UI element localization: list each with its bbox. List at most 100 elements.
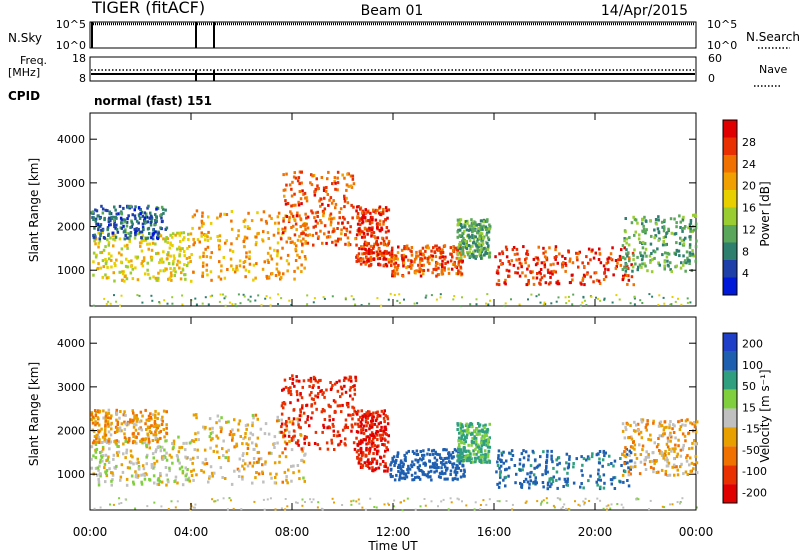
echo-cell	[363, 235, 366, 239]
echo-cell	[365, 249, 368, 253]
echo-cell	[311, 385, 314, 389]
echo-cell	[497, 279, 501, 283]
echo-cell	[380, 409, 384, 413]
echo-cell	[172, 268, 175, 272]
echo-cell	[376, 414, 379, 418]
echo-cell	[479, 504, 482, 506]
colorbar-swatch	[723, 351, 737, 371]
echo-cell	[395, 268, 399, 272]
echo-cell	[181, 247, 184, 251]
echo-cell	[171, 232, 175, 236]
echo-cell	[155, 428, 158, 432]
echo-cell	[368, 450, 371, 454]
echo-cell	[654, 234, 657, 238]
echo-cell	[401, 256, 404, 260]
echo-cell	[531, 270, 534, 274]
echo-cell	[300, 232, 303, 236]
echo-cell	[552, 475, 555, 479]
echo-cell	[687, 431, 691, 435]
echo-cell	[447, 508, 450, 511]
echo-cell	[278, 430, 282, 434]
echo-cell	[318, 199, 321, 203]
echo-cell	[103, 466, 106, 470]
echo-cell	[137, 474, 140, 478]
echo-cell	[546, 501, 549, 504]
echo-cell	[133, 227, 136, 231]
echo-cell	[252, 461, 256, 465]
echo-cell	[290, 204, 293, 208]
echo-cell	[692, 254, 695, 258]
echo-cell	[694, 226, 698, 230]
echo-cell	[94, 443, 98, 446]
echo-cell	[308, 424, 311, 428]
echo-cell	[673, 465, 676, 469]
echo-cell	[359, 256, 362, 260]
echo-cell	[314, 211, 318, 215]
echo-cell	[366, 232, 369, 236]
echo-cell	[602, 278, 606, 281]
echo-cell	[483, 440, 486, 444]
echo-cell	[486, 236, 490, 240]
echo-cell	[362, 231, 366, 235]
echo-cell	[367, 219, 370, 222]
echo-cell	[154, 438, 158, 441]
echo-cell	[158, 301, 161, 303]
echo-cell	[158, 261, 161, 265]
echo-cell	[364, 262, 367, 266]
echo-cell	[283, 440, 287, 444]
echo-cell	[354, 237, 357, 241]
echo-cell	[92, 218, 95, 221]
echo-cell	[297, 443, 300, 447]
echo-cell	[666, 259, 669, 263]
echo-cell	[322, 296, 325, 299]
echo-cell	[372, 244, 375, 248]
echo-cell	[296, 420, 300, 423]
echo-cell	[621, 268, 625, 271]
echo-cell	[380, 437, 384, 441]
echo-cell	[242, 240, 245, 243]
echo-cell	[470, 218, 473, 222]
echo-cell	[489, 299, 491, 302]
echo-cell	[486, 241, 489, 245]
echo-cell	[458, 243, 461, 246]
echo-cell	[528, 475, 532, 479]
echo-cell	[458, 461, 461, 465]
echo-cell	[100, 250, 104, 254]
echo-cell	[682, 238, 686, 242]
echo-cell	[157, 276, 160, 280]
echo-cell	[108, 437, 111, 441]
echo-cell	[304, 257, 307, 261]
echo-cell	[201, 461, 205, 465]
echo-cell	[395, 473, 398, 477]
echo-cell	[317, 385, 320, 389]
echo-cell	[294, 259, 298, 262]
echo-cell	[576, 258, 579, 262]
echo-cell	[368, 438, 371, 442]
echo-cell	[262, 498, 265, 501]
echo-cell	[440, 457, 443, 460]
echo-cell	[393, 262, 396, 266]
echo-cell	[294, 247, 297, 251]
echo-cell	[317, 235, 320, 239]
echo-cell	[692, 228, 695, 232]
echo-cell	[445, 461, 448, 465]
echo-cell	[347, 413, 350, 417]
echo-cell	[580, 482, 583, 485]
echo-cell	[689, 235, 692, 239]
echo-cell	[639, 254, 643, 258]
echo-cell	[440, 265, 444, 269]
echo-cell	[423, 461, 427, 465]
colorbar-swatch	[723, 120, 737, 138]
echo-cell	[581, 276, 585, 280]
echo-cell	[112, 453, 116, 457]
echo-cell	[658, 263, 661, 267]
echo-cell	[544, 281, 548, 285]
echo-cell	[285, 172, 288, 176]
echo-cell	[267, 261, 270, 264]
echo-cell	[172, 442, 176, 446]
echo-cell	[457, 436, 461, 440]
echo-cell	[413, 260, 416, 264]
echo-cell	[321, 392, 324, 396]
echo-cell	[287, 236, 290, 240]
echo-cell	[488, 445, 492, 449]
